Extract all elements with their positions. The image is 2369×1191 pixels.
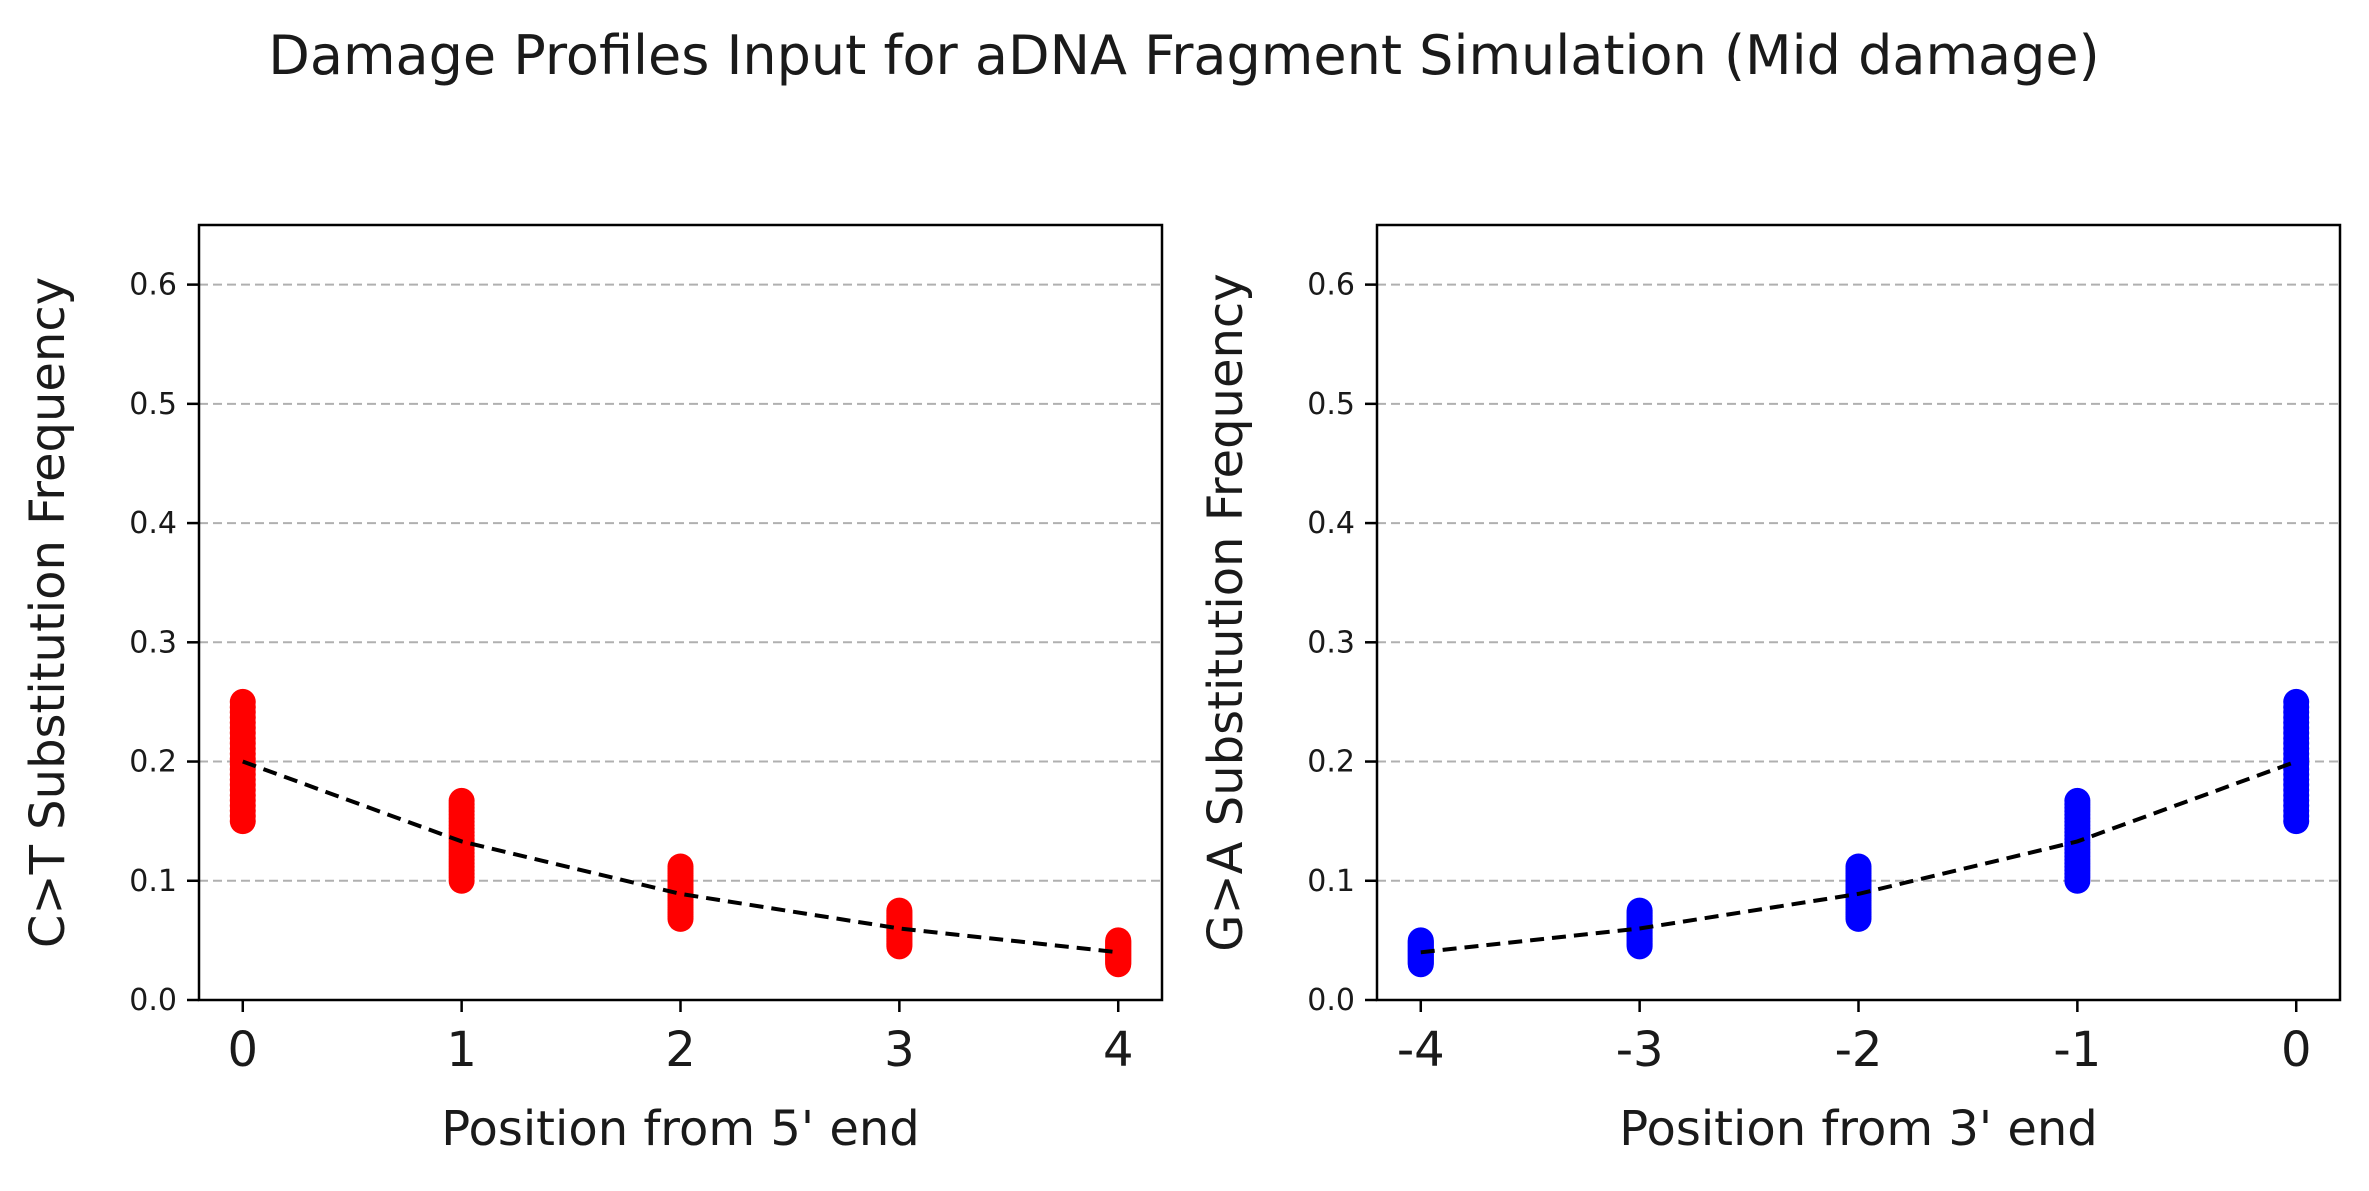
plot-frame — [1375, 223, 2342, 1002]
y-tick-label: 0.6 — [1307, 268, 1355, 303]
y-tick-label: 0.1 — [1307, 864, 1355, 899]
chart-panel-right: 0.0 0.1 0.2 0.3 0.4 0.5 0.6 -4 -3 -2 -1 0 Position … — [1198, 223, 2342, 1157]
axis-ticks: 0.0 0.1 0.2 0.3 0.4 0.5 0.6 -4 -3 -2 -1 0 — [1307, 268, 2311, 1078]
y-tick-label: 0.2 — [1307, 745, 1355, 780]
scatter-point — [1626, 897, 1653, 924]
scatter-point — [229, 688, 256, 715]
mean-line — [242, 759, 1119, 955]
scatter-point — [1407, 927, 1434, 954]
scatter-point — [1105, 927, 1132, 954]
y-axis-label: C>T Substitution Frequency — [20, 277, 76, 948]
y-tick-label: 0.4 — [129, 506, 177, 541]
figure-title: Damage Profiles Input for aDNA Fragment … — [268, 24, 2099, 87]
x-tick-label: 3 — [884, 1022, 915, 1078]
y-tick-label: 0.6 — [129, 268, 177, 303]
x-tick-label: 0 — [2281, 1022, 2312, 1078]
x-tick-label: -1 — [2053, 1022, 2101, 1078]
mean-line-path — [242, 759, 1119, 955]
y-tick-label: 0.5 — [129, 387, 177, 422]
scatter-point — [1845, 853, 1872, 880]
y-tick-label: 0.2 — [129, 745, 177, 780]
mean-line-path — [1420, 759, 2297, 955]
y-tick-label: 0.4 — [1307, 506, 1355, 541]
scatter-points — [229, 688, 1132, 978]
x-axis-label: Position from 3' end — [1619, 1101, 2098, 1157]
y-tick-label: 0.0 — [1307, 983, 1355, 1018]
x-tick-label: 1 — [446, 1022, 477, 1078]
scatter-points — [1407, 688, 2310, 978]
x-tick-label: 4 — [1103, 1022, 1134, 1078]
x-tick-label: -3 — [1616, 1022, 1664, 1078]
x-tick-label: -4 — [1397, 1022, 1445, 1078]
y-axis-label: G>A Substitution Frequency — [1198, 273, 1254, 951]
mean-line — [1420, 759, 2297, 955]
scatter-point — [2283, 688, 2310, 715]
scatter-point — [2064, 787, 2091, 814]
y-tick-label: 0.3 — [129, 625, 177, 660]
scatter-point — [667, 853, 694, 880]
axis-ticks: 0.0 0.1 0.2 0.3 0.4 0.5 0.6 0 1 2 3 4 — [129, 268, 1133, 1078]
y-tick-label: 0.3 — [1307, 625, 1355, 660]
x-tick-label: 0 — [227, 1022, 258, 1078]
grid-lines — [199, 283, 1162, 882]
x-tick-label: -2 — [1835, 1022, 1883, 1078]
grid-lines — [1377, 283, 2340, 882]
x-tick-label: 2 — [665, 1022, 696, 1078]
y-tick-label: 0.0 — [129, 983, 177, 1018]
chart-panel-left: 0.0 0.1 0.2 0.3 0.4 0.5 0.6 0 1 2 3 4 Position from… — [20, 223, 1164, 1157]
scatter-point — [448, 787, 475, 814]
y-tick-label: 0.5 — [1307, 387, 1355, 422]
scatter-point — [886, 897, 913, 924]
y-tick-label: 0.1 — [129, 864, 177, 899]
x-axis-label: Position from 5' end — [441, 1101, 920, 1157]
plot-frame — [197, 223, 1164, 1002]
